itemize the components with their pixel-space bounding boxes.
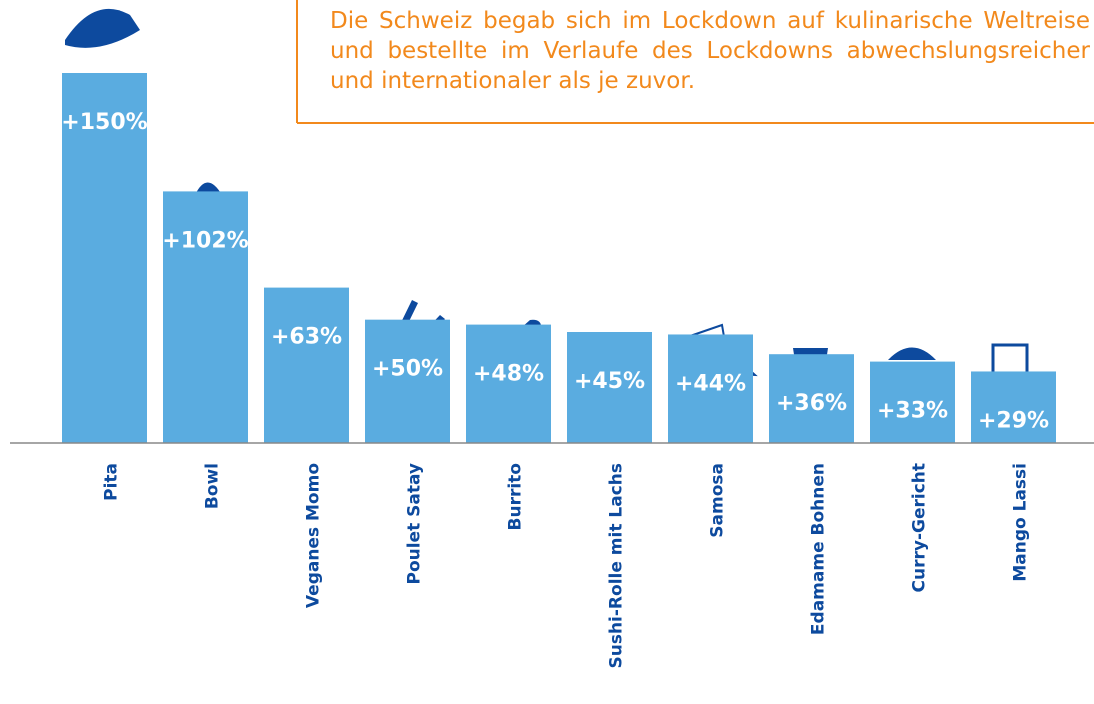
bar xyxy=(870,361,955,443)
bar xyxy=(971,371,1056,443)
value-label: +102% xyxy=(162,228,248,253)
bar xyxy=(466,324,551,443)
value-label: +63% xyxy=(271,325,342,350)
bar xyxy=(769,354,854,443)
category-label: Samosa xyxy=(708,463,728,538)
bar xyxy=(62,73,147,443)
value-label: +29% xyxy=(978,408,1049,433)
category-label: Mango Lassi xyxy=(1011,463,1031,582)
pita-icon xyxy=(65,8,140,48)
annotation: Die Schweiz begab sich im Lockdown auf k… xyxy=(330,8,1090,94)
category-label: Sushi-Rolle mit Lachs xyxy=(607,463,627,669)
value-label: +45% xyxy=(574,369,645,394)
bar xyxy=(264,287,349,443)
value-label: +44% xyxy=(675,371,746,396)
bar xyxy=(163,191,248,443)
bar xyxy=(365,319,450,443)
bar xyxy=(567,332,652,443)
category-label: Curry-Gericht xyxy=(910,463,930,592)
bar xyxy=(668,334,753,443)
value-label: +50% xyxy=(372,357,443,382)
value-label: +36% xyxy=(776,391,847,416)
category-label: Bowl xyxy=(203,463,223,509)
value-label: +33% xyxy=(877,399,948,424)
category-label: Burrito xyxy=(506,463,526,530)
category-label: Edamame Bohnen xyxy=(809,463,829,635)
category-label: Poulet Satay xyxy=(405,463,425,585)
value-label: +48% xyxy=(473,362,544,387)
category-label: Pita xyxy=(102,463,122,501)
category-label: Veganes Momo xyxy=(304,463,324,608)
value-label: +150% xyxy=(61,110,147,135)
